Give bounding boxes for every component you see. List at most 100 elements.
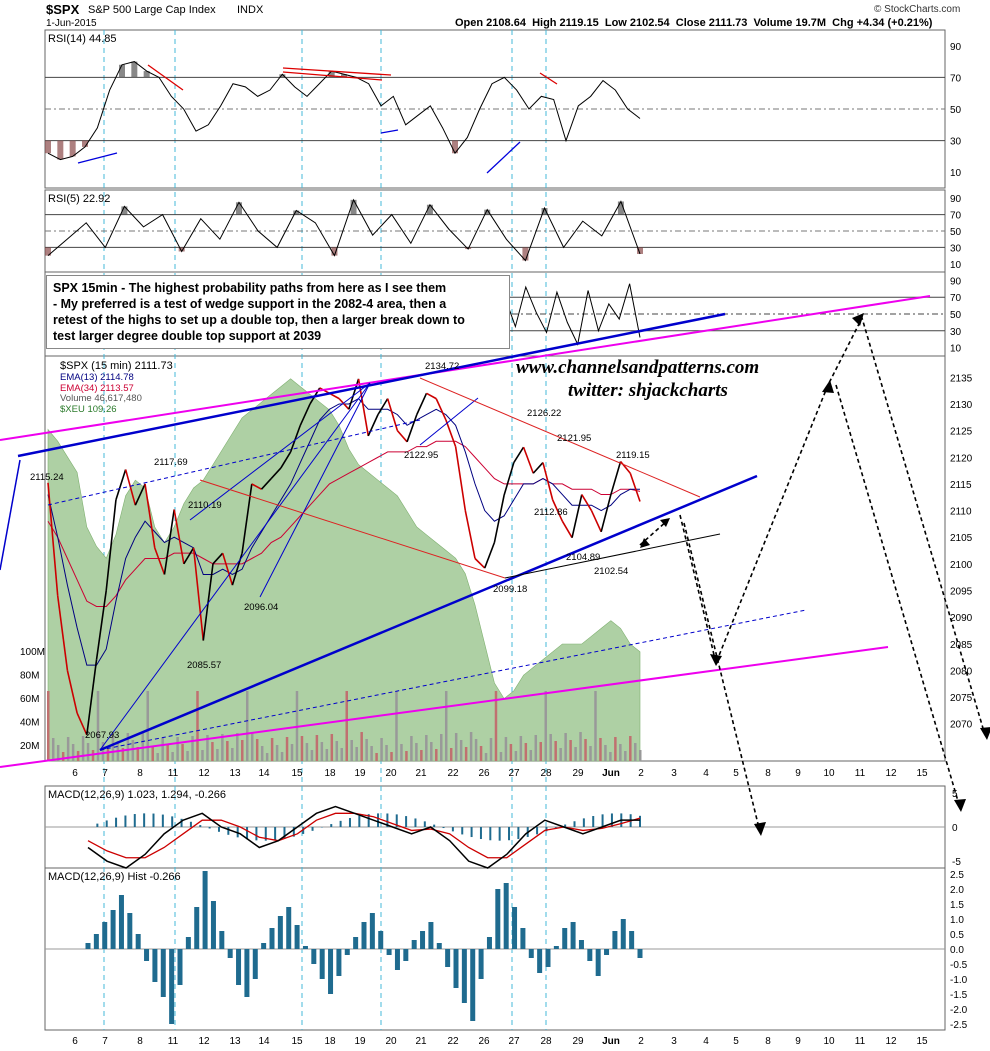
rsi-oversold-fill	[637, 247, 643, 254]
macd-mini-bar	[405, 816, 408, 827]
close-value: Close 2111.73	[675, 17, 748, 29]
volume-bar	[47, 691, 50, 761]
volume-bar	[370, 746, 373, 761]
x-tick-label: 5	[733, 768, 739, 779]
xeu-area	[47, 378, 641, 762]
y-tick-label: 10	[950, 260, 962, 271]
hist-bar	[269, 928, 275, 949]
price-segment	[95, 590, 108, 660]
volume-bar	[211, 742, 214, 761]
macd-mini-bar	[470, 827, 473, 838]
volume-bar	[171, 752, 174, 761]
volume-bar	[101, 742, 105, 761]
rsi-oversold-fill	[178, 247, 185, 252]
x-tick-label: 8	[765, 768, 771, 779]
macd-mini-bar	[217, 827, 220, 832]
volume-bar	[86, 743, 90, 761]
x-tick-label: 18	[324, 768, 336, 779]
hist-bar	[361, 922, 367, 949]
fan-line-3	[259, 382, 371, 598]
rsi-line	[47, 61, 641, 161]
volume-bar	[335, 741, 339, 761]
volume-bar	[524, 743, 528, 761]
volume-bar	[345, 691, 348, 761]
arrowhead	[640, 538, 650, 548]
arrowhead	[980, 727, 990, 740]
price-annotation: 2126.22	[527, 408, 561, 419]
x-tick-label: 28	[540, 768, 552, 779]
volume-bar	[589, 746, 592, 761]
x-tick-label: 5	[733, 1036, 739, 1047]
hist-bar	[470, 949, 476, 1021]
x-tick-label: 12	[198, 768, 210, 779]
x-tick-label: 14	[258, 768, 270, 779]
rsi-overbought-fill	[426, 204, 433, 215]
hist-bar	[595, 949, 601, 976]
volume-bar	[549, 734, 552, 761]
hist-bar	[144, 949, 150, 961]
price-annotation: 2104.89	[566, 552, 600, 563]
x-tick-label: 14	[258, 1036, 270, 1047]
arrowhead	[852, 313, 864, 326]
volume-bar	[181, 744, 184, 761]
y-tick-label: 2090	[950, 613, 973, 624]
price-segment	[115, 469, 127, 501]
volume-bar	[360, 732, 363, 761]
volume-bar	[61, 752, 65, 761]
volume-bar	[51, 738, 55, 761]
x-tick-label: 22	[447, 1036, 459, 1047]
hist-bar	[127, 913, 133, 949]
price-annotation: 2115.24	[30, 472, 64, 483]
volume-bar	[126, 733, 130, 761]
macd-mini-bar	[311, 827, 314, 831]
volume-bar	[619, 744, 622, 761]
rsi-oversold-fill	[45, 247, 51, 256]
volume-bar	[454, 733, 458, 761]
y-tick-label: 2120	[950, 453, 973, 464]
projected-paths	[639, 315, 986, 833]
hist-bar	[604, 949, 610, 955]
macd-mini-bar	[105, 820, 108, 827]
x-tick-label: 9	[795, 1036, 801, 1047]
rsi-line	[47, 198, 641, 262]
macd-mini-bar	[414, 818, 417, 827]
y-tick-label: 2105	[950, 533, 973, 544]
price-lines	[47, 378, 641, 736]
price-segment	[522, 446, 534, 474]
price-segment	[551, 499, 564, 522]
rsi-overbought-fill	[121, 206, 128, 215]
chart-date: 1-Jun-2015	[46, 18, 97, 29]
xeu-area-fill	[47, 378, 641, 762]
volume-bar	[111, 734, 115, 761]
x-tick-label: 15	[916, 1036, 928, 1047]
volume-bar	[236, 733, 239, 761]
volume-bar	[534, 735, 538, 761]
hist-bar	[520, 928, 526, 949]
y-tick-label: -2.0	[950, 1005, 968, 1016]
price-segment	[406, 414, 418, 443]
macd-mini-bar	[564, 824, 567, 827]
macd-mini-bar	[386, 813, 389, 827]
hist-bar	[252, 949, 258, 979]
macd-mini-bar	[433, 824, 436, 827]
rsi-oversold-fill	[45, 140, 51, 154]
price-annotation: 2085.57	[187, 660, 221, 671]
macd-mini-bar	[274, 827, 277, 841]
arrowhead	[754, 822, 766, 836]
volume-bar	[624, 751, 627, 761]
volume-bar	[196, 691, 199, 761]
macd-mini-bar	[255, 827, 258, 841]
hist-bar	[152, 949, 158, 982]
volume-tick-label: 40M	[20, 718, 39, 729]
macd-mini-bar	[395, 814, 398, 827]
y-tick-label: 70	[950, 73, 962, 84]
brand-label: © StockCharts.com	[874, 4, 961, 15]
price-segment	[144, 483, 156, 548]
price-segment	[124, 469, 137, 506]
volume-bar	[559, 748, 562, 761]
low-value: Low 2102.54	[604, 17, 670, 29]
price-segment	[289, 425, 302, 453]
rsi-overbought-fill	[143, 71, 150, 78]
hist-bar	[202, 871, 208, 949]
price-segment	[251, 483, 262, 490]
